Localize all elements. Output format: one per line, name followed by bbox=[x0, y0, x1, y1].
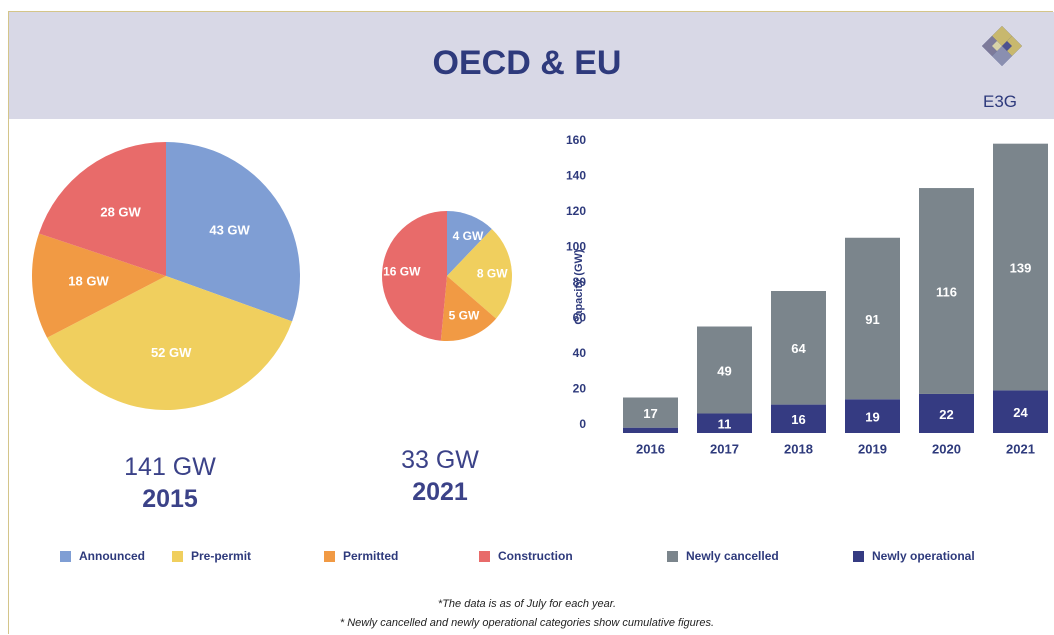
pie-chart-2015: 43 GW 52 GW 18 GW 28 GW bbox=[32, 142, 300, 410]
total-2015-year: 2015 bbox=[142, 485, 198, 513]
legend-item-pre-permit: Pre-permit bbox=[172, 549, 251, 563]
total-2021: 33 GW 2021 bbox=[360, 446, 520, 507]
legend-swatch-newly-cancelled bbox=[667, 550, 678, 562]
pie-2015-slice-pre-permit bbox=[47, 276, 293, 410]
bar-newly-cancelled-2019 bbox=[845, 237, 900, 400]
bar-newly-cancelled-2021 bbox=[993, 143, 1048, 391]
y-tick-label: 60 bbox=[573, 311, 587, 325]
bar-label-newly-cancelled-2020: 116 bbox=[936, 284, 957, 299]
pie-2021-label-pre-permit: 8 GW bbox=[477, 266, 508, 280]
pie-2015-label-announced: 43 GW bbox=[209, 223, 250, 238]
y-tick-label: 140 bbox=[566, 169, 586, 183]
legend-label-newly-cancelled: Newly cancelled bbox=[686, 549, 779, 563]
y-tick-label: 100 bbox=[566, 240, 586, 254]
pie-2021-slice-construction bbox=[382, 211, 447, 341]
legend-swatch-announced bbox=[60, 550, 71, 562]
y-tick-label: 120 bbox=[566, 204, 586, 218]
pie-2015-label-permitted: 18 GW bbox=[68, 273, 109, 288]
pie-chart-2021: 4 GW 8 GW 5 GW 16 GW bbox=[382, 211, 512, 341]
footnote-2: * Newly cancelled and newly operational … bbox=[339, 617, 715, 629]
bar-newly-operational-2021 bbox=[993, 390, 1048, 433]
e3g-logo-icon bbox=[982, 26, 1022, 66]
bar-newly-operational-2019 bbox=[845, 399, 900, 433]
footnote-1: *The data is as of July for each year. bbox=[437, 598, 617, 610]
pie-2015-label-construction: 28 GW bbox=[100, 204, 141, 219]
bar-newly-cancelled-2018 bbox=[771, 291, 826, 405]
total-2021-year: 2021 bbox=[412, 478, 468, 506]
legend: Announced Pre-permit Permitted Construct… bbox=[0, 549, 1054, 569]
page-title: OECD & EU bbox=[432, 44, 622, 82]
pie-2021-slice-permitted bbox=[440, 276, 497, 341]
pie-2015-slice-permitted bbox=[32, 233, 166, 338]
pie-2021-label-announced: 4 GW bbox=[453, 229, 484, 243]
bar-label-newly-operational-2020: 22 bbox=[939, 407, 953, 422]
pie-2021-label-permitted: 5 GW bbox=[449, 309, 480, 323]
total-2015-gw: 141 GW bbox=[124, 453, 216, 481]
legend-item-announced: Announced bbox=[60, 549, 145, 563]
bar-newly-operational-2018 bbox=[771, 404, 826, 433]
x-tick-label: 2021 bbox=[1006, 441, 1035, 456]
y-tick-label: 40 bbox=[573, 346, 587, 360]
legend-item-newly-operational: Newly operational bbox=[853, 549, 975, 563]
bar-label-newly-operational-2017: 11 bbox=[718, 417, 732, 432]
legend-label-permitted: Permitted bbox=[343, 549, 399, 563]
bar-label-newly-cancelled-2016: 17 bbox=[643, 406, 657, 421]
legend-swatch-newly-operational bbox=[853, 550, 864, 562]
x-tick-label: 2018 bbox=[784, 441, 813, 456]
total-2021-gw: 33 GW bbox=[401, 446, 479, 474]
legend-item-permitted: Permitted bbox=[324, 549, 398, 563]
bar-newly-cancelled-2016 bbox=[623, 397, 678, 428]
x-tick-label: 2016 bbox=[636, 441, 665, 456]
legend-label-pre-permit: Pre-permit bbox=[191, 549, 252, 563]
total-2015: 141 GW 2015 bbox=[80, 453, 260, 514]
y-tick-label: 20 bbox=[573, 382, 587, 396]
bar-label-newly-cancelled-2018: 64 bbox=[791, 341, 806, 356]
bar-label-newly-cancelled-2017: 49 bbox=[717, 363, 731, 378]
pie-2021-label-construction: 16 GW bbox=[383, 264, 421, 278]
bar-label-newly-cancelled-2021: 139 bbox=[1010, 260, 1032, 275]
bar-newly-cancelled-2017 bbox=[697, 326, 752, 414]
pie-2021-slice-pre-permit bbox=[447, 228, 512, 319]
pie-2021-slice-announced bbox=[447, 211, 492, 276]
legend-swatch-permitted bbox=[324, 550, 335, 562]
pie-2015-slice-construction bbox=[38, 142, 166, 276]
bar-newly-operational-2020 bbox=[919, 393, 974, 433]
y-tick-label: 160 bbox=[566, 133, 586, 147]
stacked-bar-chart: 0 20 40 60 80 100 120 140 160 Capacity (GW) 17 2016… bbox=[566, 133, 1048, 456]
logo-text: E3G bbox=[983, 92, 1018, 111]
pie-2015-label-pre-permit: 52 GW bbox=[151, 345, 192, 360]
slide-frame bbox=[8, 11, 1053, 634]
y-tick-label: 0 bbox=[579, 417, 586, 431]
bar-label-newly-operational-2018: 16 bbox=[791, 412, 805, 427]
bar-newly-operational-2016 bbox=[623, 427, 678, 433]
bar-newly-operational-2017 bbox=[697, 413, 752, 433]
y-axis-label: Capacity (GW) bbox=[573, 249, 585, 325]
bar-label-newly-operational-2019: 19 bbox=[865, 410, 879, 425]
legend-label-announced: Announced bbox=[79, 549, 145, 563]
bar-newly-cancelled-2020 bbox=[919, 188, 974, 394]
legend-label-construction: Construction bbox=[498, 549, 573, 563]
bar-label-newly-operational-2021: 24 bbox=[1013, 405, 1028, 420]
legend-item-newly-cancelled: Newly cancelled bbox=[667, 549, 779, 563]
pie-2015-slice-announced bbox=[166, 142, 300, 322]
header-band bbox=[9, 12, 1054, 119]
x-tick-label: 2017 bbox=[710, 441, 739, 456]
x-tick-label: 2019 bbox=[858, 441, 887, 456]
legend-label-newly-operational: Newly operational bbox=[872, 549, 975, 563]
legend-swatch-construction bbox=[479, 550, 490, 562]
legend-swatch-pre-permit bbox=[172, 550, 183, 562]
bar-label-newly-cancelled-2019: 91 bbox=[865, 312, 879, 327]
legend-item-construction: Construction bbox=[479, 549, 573, 563]
x-tick-label: 2020 bbox=[932, 441, 961, 456]
y-tick-label: 80 bbox=[573, 275, 587, 289]
